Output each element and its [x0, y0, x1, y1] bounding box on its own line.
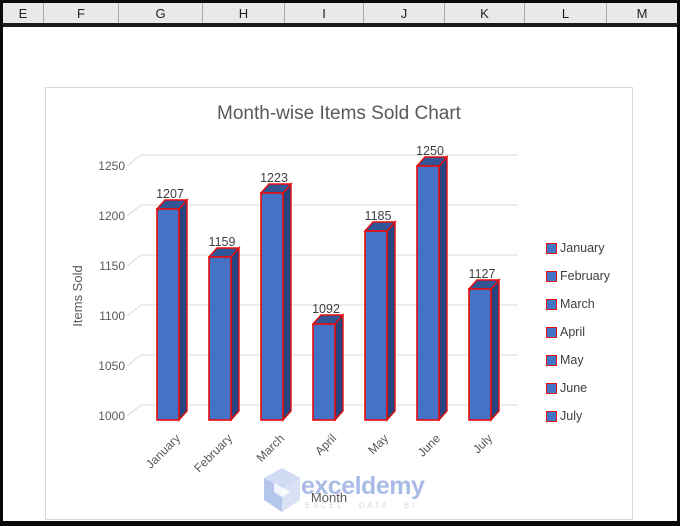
- bar-side-face-february[interactable]: [230, 246, 240, 422]
- bar-july[interactable]: [468, 288, 492, 421]
- legend-swatch-icon: [546, 410, 557, 422]
- legend-label: June: [560, 381, 588, 395]
- column-header-f[interactable]: F: [44, 3, 119, 23]
- y-axis-title[interactable]: Items Sold: [70, 265, 85, 327]
- x-axis-label-june[interactable]: June: [415, 431, 444, 460]
- bar-may[interactable]: [364, 230, 388, 421]
- column-header-j[interactable]: J: [364, 3, 445, 23]
- bar-value-label-july[interactable]: 1127: [469, 267, 496, 281]
- legend-item-january[interactable]: January: [546, 234, 632, 262]
- y-axis-tick-1050[interactable]: 1050: [98, 359, 125, 373]
- x-axis-title[interactable]: Month: [310, 490, 348, 505]
- chart-legend: January February March April May June July: [546, 234, 632, 430]
- column-header-k[interactable]: K: [445, 3, 525, 23]
- column-header-e[interactable]: E: [3, 3, 44, 23]
- bar-value-label-april[interactable]: 1092: [312, 302, 340, 316]
- legend-item-march[interactable]: March: [546, 290, 632, 318]
- legend-swatch-icon: [546, 298, 557, 310]
- column-header-i[interactable]: I: [285, 3, 364, 23]
- bar-value-label-january[interactable]: 1207: [156, 187, 184, 201]
- bar-april[interactable]: [312, 323, 336, 421]
- legend-label: January: [560, 241, 605, 255]
- legend-label: April: [560, 325, 586, 339]
- gridline-depth-tick-1050: [126, 354, 142, 367]
- x-axis-label-march[interactable]: March: [254, 431, 287, 464]
- legend-swatch-icon: [546, 326, 557, 338]
- y-axis-tick-1000[interactable]: 1000: [98, 409, 125, 423]
- column-header-l[interactable]: L: [525, 3, 607, 23]
- bar-june[interactable]: [416, 165, 440, 421]
- legend-label: May: [560, 353, 584, 367]
- chart-object[interactable]: Month-wise Items Sold Chart 1000 1050 1100…: [45, 87, 633, 520]
- gridline-depth-tick-1200: [126, 204, 142, 217]
- x-axis-label-april[interactable]: April: [312, 431, 339, 458]
- bar-side-face-may[interactable]: [386, 220, 396, 422]
- gridline-depth-tick-1100: [126, 304, 142, 317]
- y-axis-tick-1200[interactable]: 1200: [98, 209, 125, 223]
- legend-item-may[interactable]: May: [546, 346, 632, 374]
- bar-value-label-may[interactable]: 1185: [365, 209, 392, 223]
- chart-title[interactable]: Month-wise Items Sold Chart: [217, 103, 461, 124]
- legend-label: February: [560, 269, 611, 283]
- legend-swatch-icon: [546, 382, 557, 394]
- column-header-m[interactable]: M: [636, 5, 648, 21]
- legend-swatch-icon: [546, 270, 557, 282]
- legend-item-april[interactable]: April: [546, 318, 632, 346]
- bar-side-face-april[interactable]: [334, 313, 344, 422]
- bar-value-label-june[interactable]: 1250: [416, 144, 444, 158]
- legend-swatch-icon: [546, 242, 557, 254]
- bar-march[interactable]: [260, 192, 284, 421]
- gridline-depth-tick-1000: [126, 404, 142, 417]
- legend-label: July: [560, 409, 583, 423]
- bar-value-label-february[interactable]: 1159: [209, 235, 236, 249]
- legend-item-june[interactable]: June: [546, 374, 632, 402]
- legend-item-july[interactable]: July: [546, 402, 632, 430]
- x-axis-label-may[interactable]: May: [365, 431, 391, 457]
- bar-value-label-march[interactable]: 1223: [260, 171, 288, 185]
- legend-label: March: [560, 297, 595, 311]
- bar-side-face-july[interactable]: [490, 278, 500, 422]
- x-axis-label-july[interactable]: July: [470, 431, 495, 456]
- y-axis-tick-1100[interactable]: 1100: [99, 309, 125, 323]
- gridline-depth-tick-1150: [126, 254, 142, 267]
- column-header-g[interactable]: G: [119, 3, 203, 23]
- gridline-depth-tick-1250: [126, 154, 142, 167]
- bar-side-face-june[interactable]: [438, 155, 448, 422]
- column-header-h[interactable]: H: [203, 3, 285, 23]
- x-axis-label-february[interactable]: February: [191, 431, 235, 475]
- x-axis-label-january[interactable]: January: [143, 431, 183, 471]
- legend-swatch-icon: [546, 354, 557, 366]
- bar-february[interactable]: [208, 256, 232, 421]
- bar-side-face-march[interactable]: [282, 182, 292, 422]
- y-axis-tick-1250[interactable]: 1250: [98, 159, 125, 173]
- chart-plot-area: 1000 1050 1100 1150 1200 1250 1207 January 1159 F…: [98, 144, 518, 475]
- y-axis-tick-1150[interactable]: 1150: [99, 259, 125, 273]
- bar-january[interactable]: [156, 208, 180, 421]
- bar-side-face-january[interactable]: [178, 198, 188, 422]
- legend-item-february[interactable]: February: [546, 262, 632, 290]
